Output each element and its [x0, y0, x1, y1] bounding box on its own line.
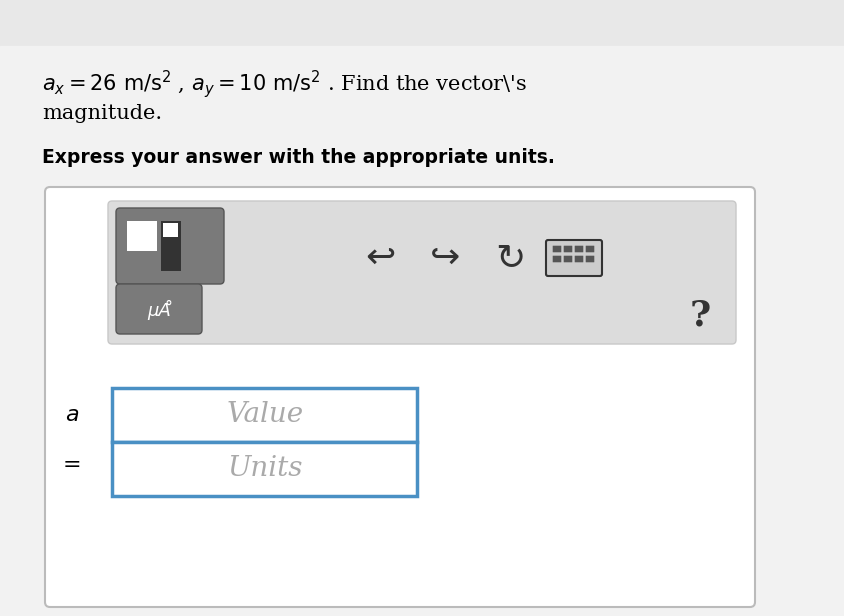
FancyBboxPatch shape — [586, 256, 594, 262]
Text: =: = — [62, 455, 81, 475]
FancyBboxPatch shape — [553, 256, 561, 262]
FancyBboxPatch shape — [112, 442, 417, 496]
Text: μÅ: μÅ — [147, 300, 171, 320]
FancyBboxPatch shape — [575, 246, 583, 253]
Text: ↻: ↻ — [495, 241, 525, 275]
Text: $a$: $a$ — [65, 404, 79, 426]
FancyBboxPatch shape — [112, 388, 417, 442]
Text: magnitude.: magnitude. — [42, 104, 162, 123]
Bar — [0, 0, 844, 46]
FancyBboxPatch shape — [575, 256, 583, 262]
FancyBboxPatch shape — [45, 187, 755, 607]
FancyBboxPatch shape — [108, 201, 736, 344]
Text: ?: ? — [690, 298, 711, 332]
FancyBboxPatch shape — [163, 222, 177, 237]
FancyBboxPatch shape — [564, 256, 572, 262]
Text: Value: Value — [226, 402, 304, 429]
FancyBboxPatch shape — [127, 221, 157, 251]
Text: $a_x = 26\ \mathrm{m/s}^2$ , $a_y = 10\ \mathrm{m/s}^2$ . Find the vector\'s: $a_x = 26\ \mathrm{m/s}^2$ , $a_y = 10\ … — [42, 68, 528, 100]
Text: ↩: ↩ — [365, 241, 395, 275]
FancyBboxPatch shape — [116, 284, 202, 334]
FancyBboxPatch shape — [161, 221, 181, 271]
Text: ↪: ↪ — [430, 241, 460, 275]
Text: Units: Units — [227, 455, 303, 482]
FancyBboxPatch shape — [116, 208, 224, 284]
Text: Express your answer with the appropriate units.: Express your answer with the appropriate… — [42, 148, 555, 167]
FancyBboxPatch shape — [586, 246, 594, 253]
FancyBboxPatch shape — [564, 246, 572, 253]
FancyBboxPatch shape — [546, 240, 602, 276]
FancyBboxPatch shape — [553, 246, 561, 253]
